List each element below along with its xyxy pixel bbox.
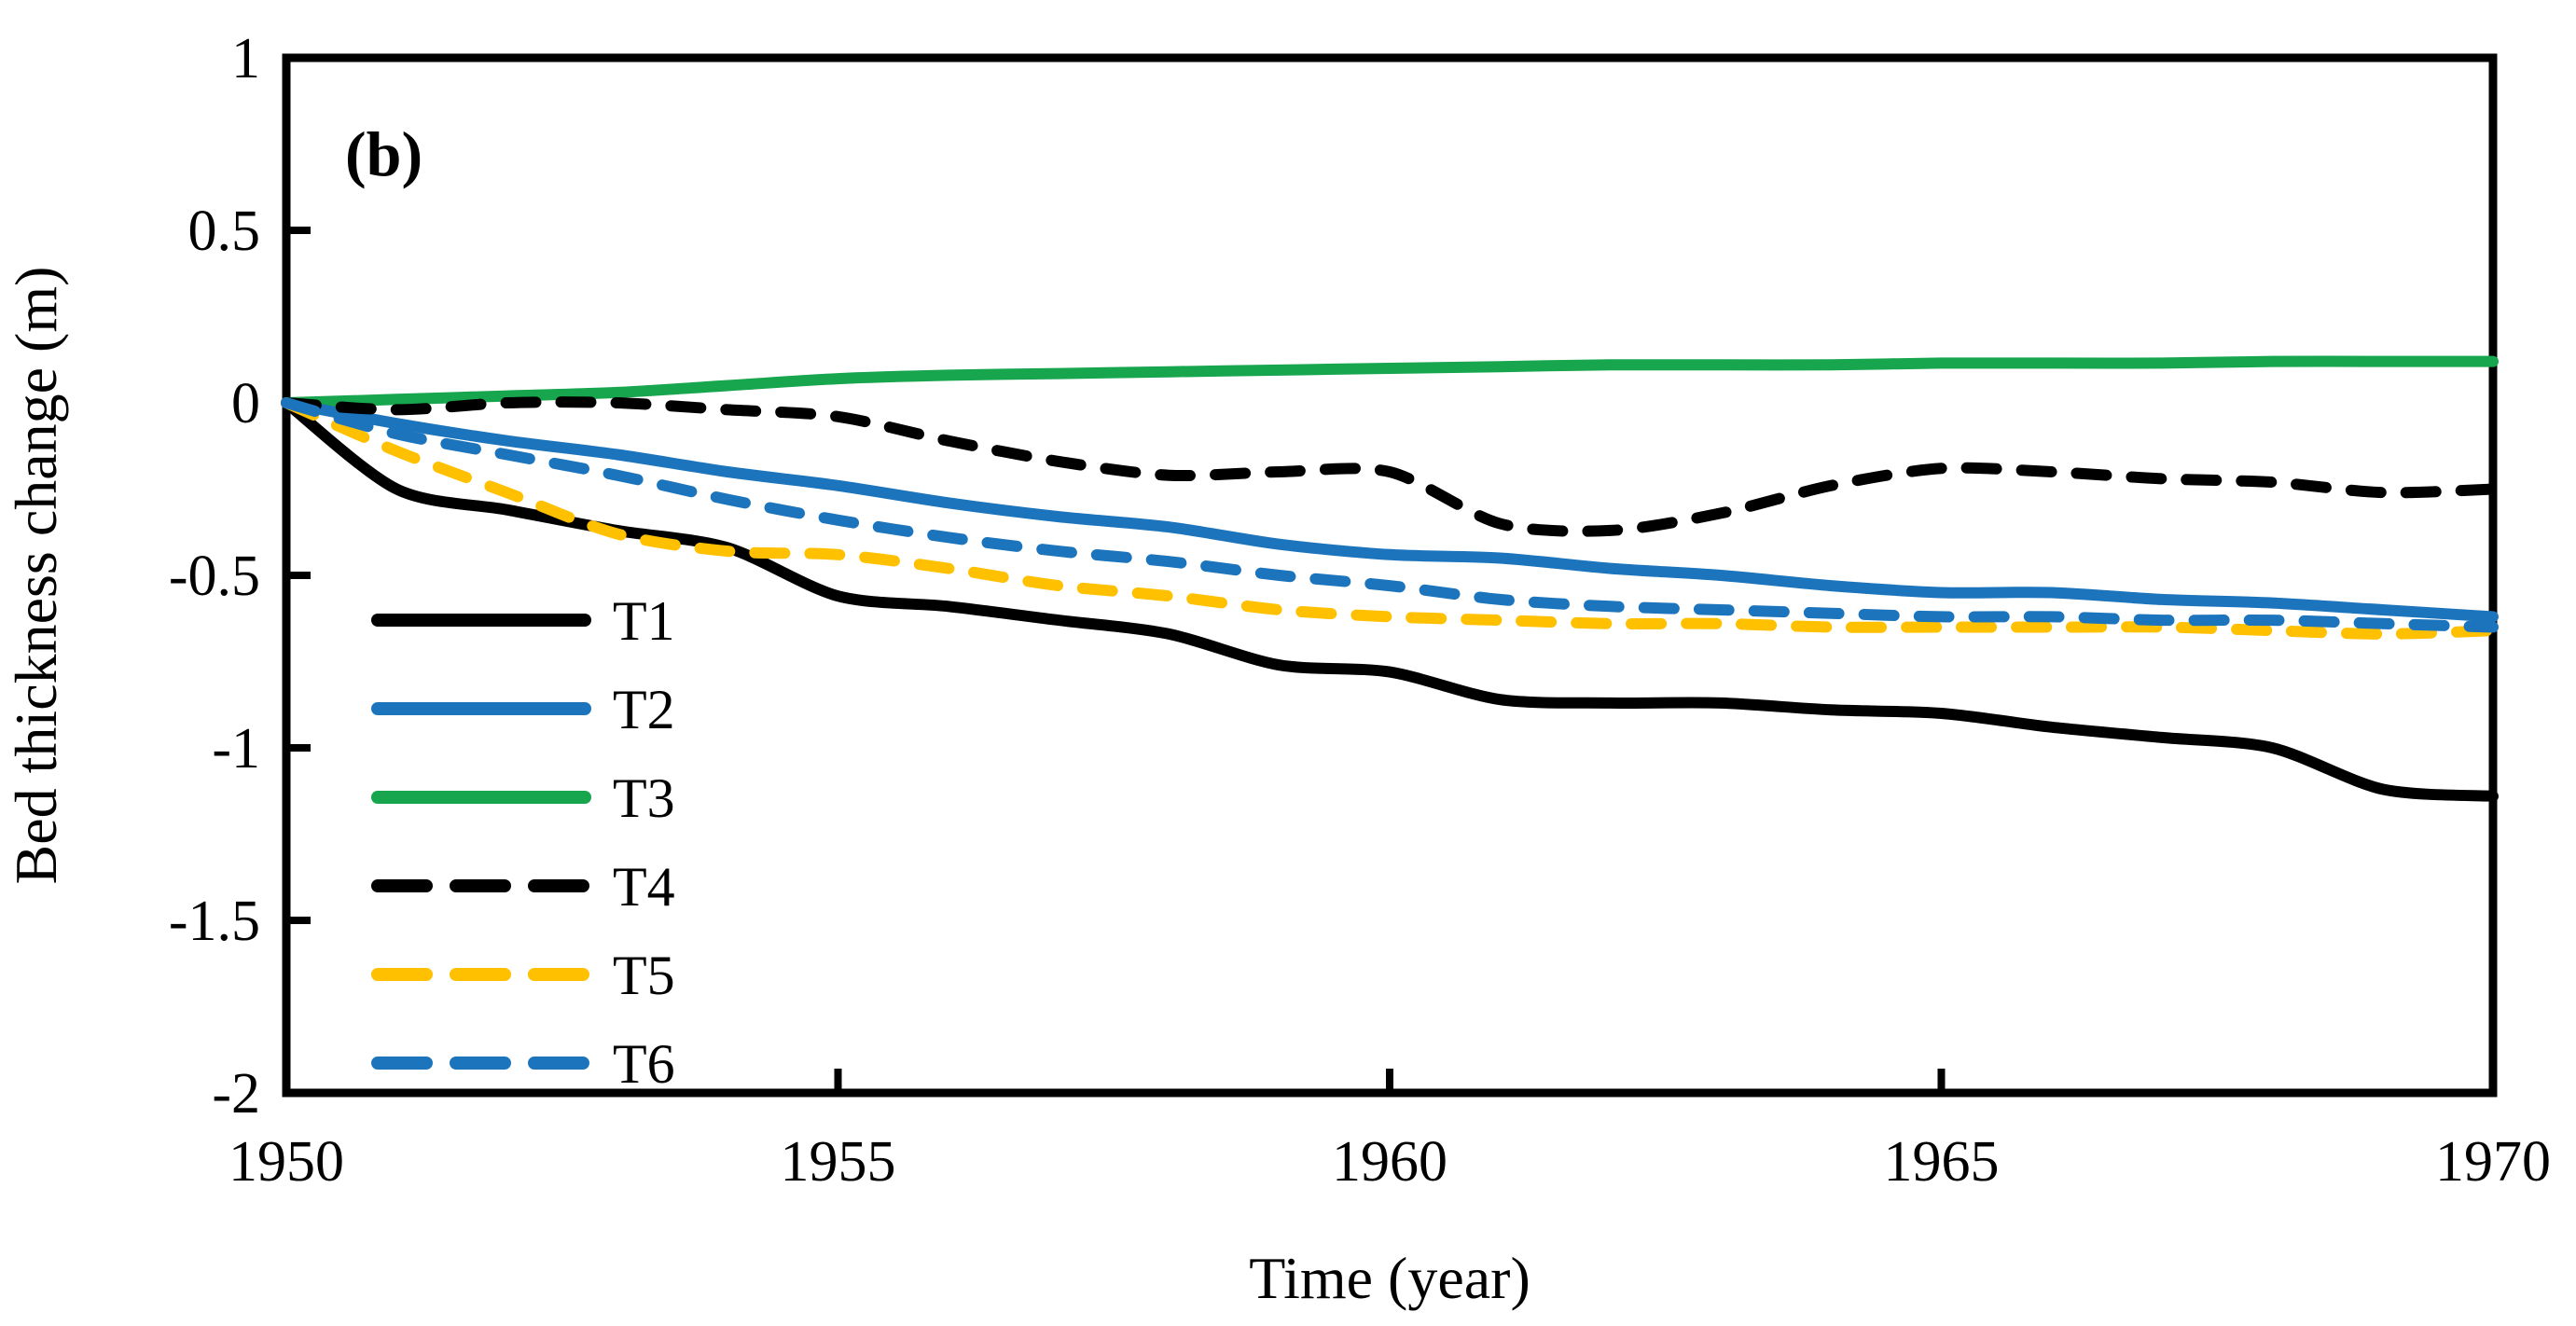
legend-label-T5: T5 [613,945,675,1006]
series-T1-line [281,397,2499,802]
series-T3-line [281,355,2499,408]
x-axis-title: Time (year) [1249,1245,1530,1311]
legend-label-T3: T3 [613,767,675,829]
x-tick-label: 1950 [229,1130,344,1194]
y-tick-label: -2 [212,1062,260,1126]
y-tick-label: -1 [212,717,260,780]
series-T2-line [281,397,2499,623]
series-T4-line [281,396,2499,537]
series-T5-line [281,397,2499,640]
plot-border [282,53,2498,1098]
x-tick-label: 1955 [781,1130,896,1194]
y-tick-label: 0.5 [188,200,261,263]
legend-label-T4: T4 [613,856,675,918]
x-tick-label: 1970 [2435,1130,2551,1194]
y-axis-title: Bed thickness change (m) [3,267,69,885]
legend-label-T6: T6 [613,1033,675,1095]
y-tick-label: 0 [231,372,260,435]
y-tick-label: -1.5 [169,890,260,953]
legend-label-T1: T1 [613,590,675,652]
x-tick-label: 1965 [1884,1130,2000,1194]
data-series [281,355,2499,802]
legend-label-T2: T2 [613,679,675,740]
axis-ticks [283,54,2497,1097]
x-tick-label: 1960 [1332,1130,1447,1194]
y-tick-label: 1 [231,27,260,90]
panel-label: (b) [345,118,422,189]
y-tick-label: -0.5 [169,545,260,608]
chart-legend: T1 T2 T3 T4 T5 T6 [371,590,675,1095]
series-T6-line [281,397,2499,633]
